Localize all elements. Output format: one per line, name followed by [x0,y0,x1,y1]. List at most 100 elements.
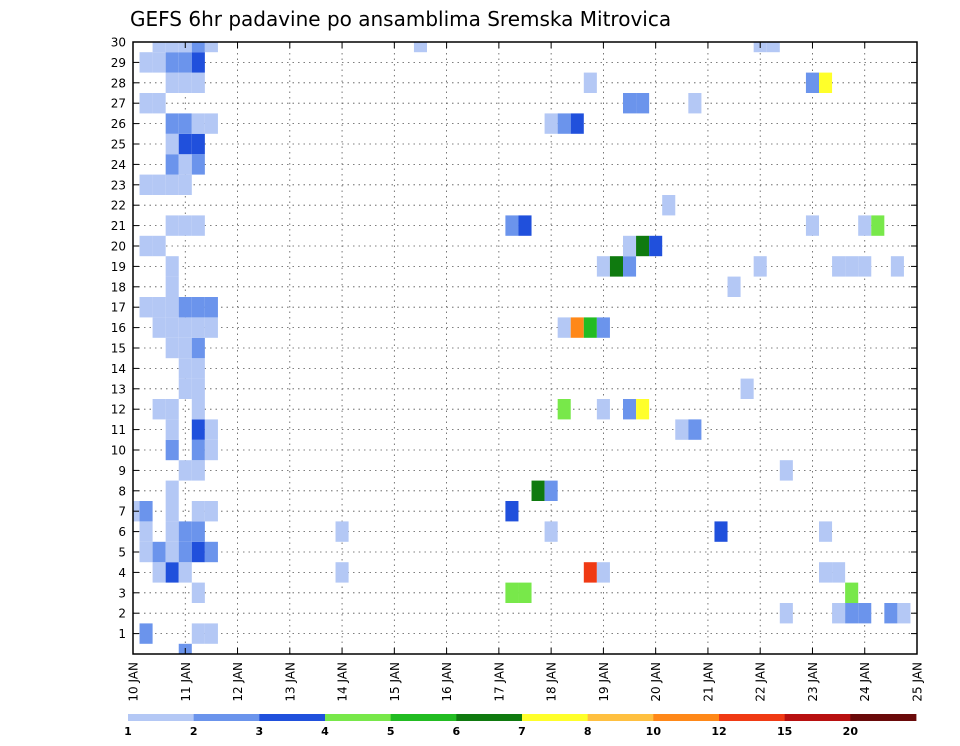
heatmap-cell [191,460,205,481]
heatmap-cell [623,235,637,257]
heatmap-cell [165,399,179,420]
heatmap-cell [662,195,676,216]
colorbar-swatch [653,714,720,721]
heatmap-cell [649,235,663,257]
heatmap-cell [178,52,192,73]
heatmap-cell [204,419,218,440]
heatmap-cell [204,113,218,134]
y-tick-label: 22 [111,199,126,213]
heatmap-cell [779,460,793,481]
heatmap-cell [845,603,859,624]
heatmap-cell [165,297,179,318]
heatmap-cell [152,399,166,420]
y-tick-label: 23 [111,178,126,192]
heatmap-cell [191,337,205,359]
heatmap-cell [335,562,349,583]
heatmap-cell [890,256,904,277]
heatmap-cell [152,42,166,53]
x-tick-label: 17 JAN [492,662,506,702]
heatmap-cell [623,399,637,420]
heatmap-cell [152,562,166,583]
heatmap-cell [636,399,650,420]
x-tick-label: 18 JAN [545,662,559,702]
heatmap-cell [557,113,571,134]
colorbar-label: 5 [387,725,395,738]
heatmap-cell [623,256,637,277]
heatmap-cell [570,317,584,338]
colorbar-swatch [456,714,523,721]
colorbar-swatch [390,714,457,721]
heatmap-cell [191,501,205,522]
x-tick-label: 20 JAN [649,662,663,702]
heatmap-cell [165,133,179,155]
y-tick-label: 27 [111,97,126,111]
x-tick-label: 23 JAN [806,662,820,702]
heatmap-cell [152,541,166,563]
x-tick-label: 22 JAN [754,662,768,702]
heatmap-cell [165,562,179,583]
colorbar-label: 1 [124,725,132,738]
heatmap-cell [505,582,519,603]
axes [132,41,918,654]
heatmap-cell [819,72,833,93]
heatmap-cell [204,541,218,563]
y-tick-label: 19 [111,260,126,274]
heatmap-cell [727,276,741,297]
heatmap-cell [413,42,427,53]
heatmap-cell [165,256,179,277]
chart-title: GEFS 6hr padavine po ansamblima Sremska … [130,7,671,31]
heatmap-cell [152,52,166,73]
heatmap-cell [544,521,558,542]
y-tick-label: 8 [118,484,126,498]
y-tick-label: 4 [118,566,126,580]
heatmap-cell [165,501,179,522]
heatmap-cell [191,317,205,338]
heatmap-cell [191,133,205,155]
y-tick-label: 30 [111,36,126,50]
y-tick-label: 17 [111,301,126,315]
y-tick-labels: 1234567891011121314151617181920212223242… [111,36,126,642]
heatmap-cell [178,133,192,155]
heatmap-cell [583,562,597,583]
y-tick-label: 21 [111,219,126,233]
x-tick-label: 16 JAN [440,662,454,702]
heatmap-cell [623,93,637,114]
heatmap-cell [152,93,166,114]
heatmap-cell [675,419,689,440]
heatmap-cell [165,439,179,461]
heatmap-cell [845,256,859,277]
heatmap-cell [178,460,192,481]
heatmap-cell [191,42,205,53]
heatmap-cell [871,215,885,236]
heatmap-cell [779,603,793,624]
heatmap-cell [152,235,166,257]
heatmap-cell [139,623,153,644]
heatmap-cell [139,174,153,195]
heatmap-cell [178,297,192,318]
heatmap-cell [819,562,833,583]
heatmap-cell [557,399,571,420]
heatmap-cell [583,72,597,93]
heatmap-cell [335,521,349,542]
colorbar-label: 3 [256,725,264,738]
colorbar-swatch [587,714,654,721]
x-tick-label: 25 JAN [911,662,925,702]
x-tick-label: 15 JAN [388,662,402,702]
heatmap-cell [858,256,872,277]
colorbar-swatch [325,714,392,721]
y-tick-label: 5 [118,546,126,560]
heatmap-cell [805,215,819,236]
heatmap-cell [139,501,153,522]
heatmap-cell [178,541,192,563]
colorbar-swatch [522,714,589,721]
colorbar-label: 10 [646,725,662,738]
heatmap-cell [152,317,166,338]
x-tick-label: 11 JAN [179,662,193,702]
heatmap-cell [544,113,558,134]
heatmap-cell [204,297,218,318]
heatmap-cell [583,317,597,338]
heatmap-cell [518,582,532,603]
y-tick-label: 9 [118,464,126,478]
heatmap-cell [165,541,179,563]
y-tick-label: 28 [111,76,126,90]
